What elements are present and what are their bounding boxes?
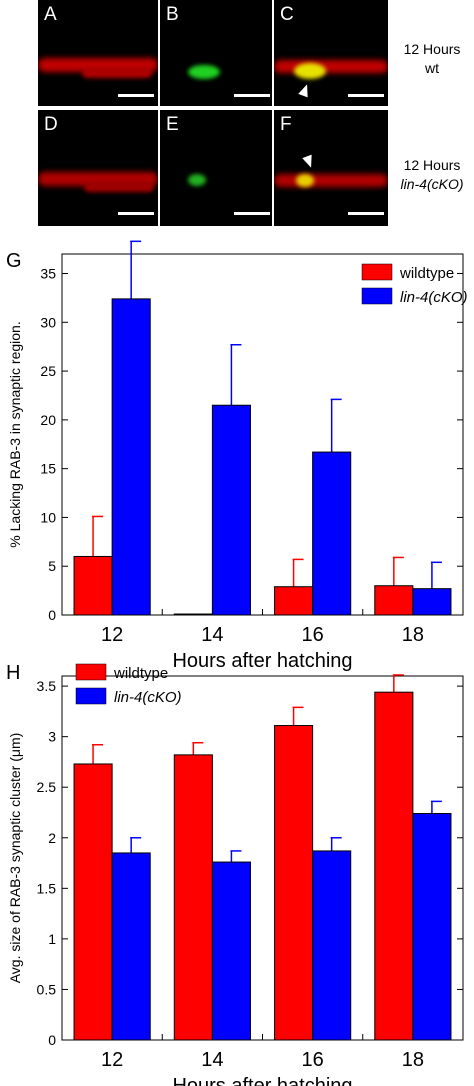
legend-swatch	[75, 663, 107, 681]
legend-swatch	[361, 263, 393, 281]
scale-bar	[234, 212, 270, 215]
y-tick-label: 0.5	[37, 981, 57, 997]
neurite-red-branch	[82, 68, 152, 78]
y-tick-label: 10	[40, 509, 56, 525]
bar-wildtype-14	[173, 613, 213, 616]
y-tick-label: 25	[40, 363, 56, 379]
bar-lin4-14	[211, 861, 251, 1041]
y-tick-label: 3	[48, 729, 56, 745]
legend-label: wildtype	[113, 665, 168, 682]
micrograph-panel-e: E	[160, 110, 272, 226]
y-axis-label: % Lacking RAB-3 in synaptic region.	[7, 321, 23, 547]
row-label-line2: wt	[425, 60, 439, 76]
panel-letter: E	[166, 114, 179, 135]
panel-letter: B	[166, 4, 179, 25]
scale-bar	[348, 94, 384, 97]
y-tick-label: 35	[40, 266, 56, 282]
bar-wildtype-12	[73, 555, 113, 616]
micrograph-panel-c: C	[274, 0, 388, 106]
micrograph-panel-f: F	[274, 110, 388, 226]
y-axis-label: Avg. size of RAB-3 synaptic cluster (μm)	[7, 733, 23, 984]
bar-lin4-12	[111, 298, 151, 616]
bar-wildtype-16	[274, 586, 314, 616]
bar-lin4-16	[312, 451, 352, 616]
neurite-red-branch	[84, 182, 154, 192]
legend-label: wildtype	[399, 265, 454, 282]
x-tick-label: 16	[302, 1049, 324, 1071]
scale-bar	[118, 94, 154, 97]
bar-wildtype-18	[374, 691, 414, 1041]
x-axis-label: Hours after hatching	[172, 1075, 352, 1086]
bar-lin4-12	[111, 852, 151, 1041]
row-label-line2: lin-4(cKO)	[400, 176, 464, 192]
x-axis-label: Hours after hatching	[172, 650, 352, 672]
neurite-red-signal	[274, 174, 388, 187]
x-tick-label: 18	[402, 624, 424, 646]
panel-letter: F	[280, 114, 292, 135]
row-label-1: 12 Hours wt	[393, 40, 471, 78]
x-tick-label: 12	[101, 1049, 123, 1071]
scale-bar	[348, 212, 384, 215]
bar-wildtype-18	[374, 585, 414, 616]
legend-label: lin-4(cKO)	[400, 289, 468, 306]
bar-wildtype-12	[73, 763, 113, 1041]
panel-letter: C	[280, 4, 294, 25]
gfp-puncta	[188, 174, 206, 186]
row-label-2: 12 Hours lin-4(cKO)	[393, 156, 471, 194]
x-tick-label: 12	[101, 624, 123, 646]
bar-lin4-14	[211, 404, 251, 616]
legend-label: lin-4(cKO)	[114, 689, 182, 706]
bar-wildtype-14	[173, 754, 213, 1041]
micrograph-panel-d: D	[38, 110, 158, 226]
arrowhead-icon	[298, 82, 312, 98]
y-tick-label: 2	[48, 830, 56, 846]
y-tick-label: 15	[40, 461, 56, 477]
y-tick-label: 20	[40, 412, 56, 428]
scale-bar	[118, 212, 154, 215]
micrograph-panel-b: B	[160, 0, 272, 106]
bar-lin4-16	[312, 850, 352, 1041]
y-tick-label: 1	[48, 931, 56, 947]
y-tick-label: 3.5	[37, 678, 57, 694]
merged-yellow-puncta	[296, 174, 314, 187]
scale-bar	[234, 94, 270, 97]
legend-swatch	[361, 287, 393, 305]
y-tick-label: 2.5	[37, 779, 57, 795]
micrograph-panel-a: A	[38, 0, 158, 106]
panel-letter: D	[44, 114, 58, 135]
y-tick-label: 0	[48, 1032, 56, 1048]
chart-g: 0 5 10 15 20 25 30 35 12 14 16 18 Hours after hatchi…	[7, 240, 468, 672]
panel-letter: A	[44, 4, 57, 25]
row-label-line1: 12 Hours	[403, 157, 461, 173]
chart-h-letter: H	[6, 662, 21, 684]
chart-g-letter: G	[6, 250, 22, 272]
bar-lin4-18	[412, 588, 452, 616]
y-tick-label: 1.5	[37, 880, 57, 896]
bar-lin4-18	[412, 813, 452, 1041]
x-tick-label: 14	[201, 1049, 223, 1071]
legend-swatch	[75, 687, 107, 705]
x-tick-label: 16	[302, 624, 324, 646]
bar-wildtype-16	[274, 725, 314, 1041]
y-tick-label: 0	[48, 607, 56, 623]
row-label-line1: 12 Hours	[403, 41, 461, 57]
x-tick-label: 18	[402, 1049, 424, 1071]
chart-h: 0 0.5 1 1.5 2 2.5 3 3.5 12 14 16 18 Hours after hatc…	[7, 663, 464, 1086]
x-tick-label: 14	[201, 624, 223, 646]
y-tick-label: 5	[48, 558, 56, 574]
y-tick-label: 30	[40, 314, 56, 330]
gfp-puncta	[188, 65, 220, 79]
arrowhead-icon	[302, 154, 316, 170]
merged-yellow-puncta	[294, 63, 326, 79]
neurite-red-signal	[274, 60, 388, 73]
